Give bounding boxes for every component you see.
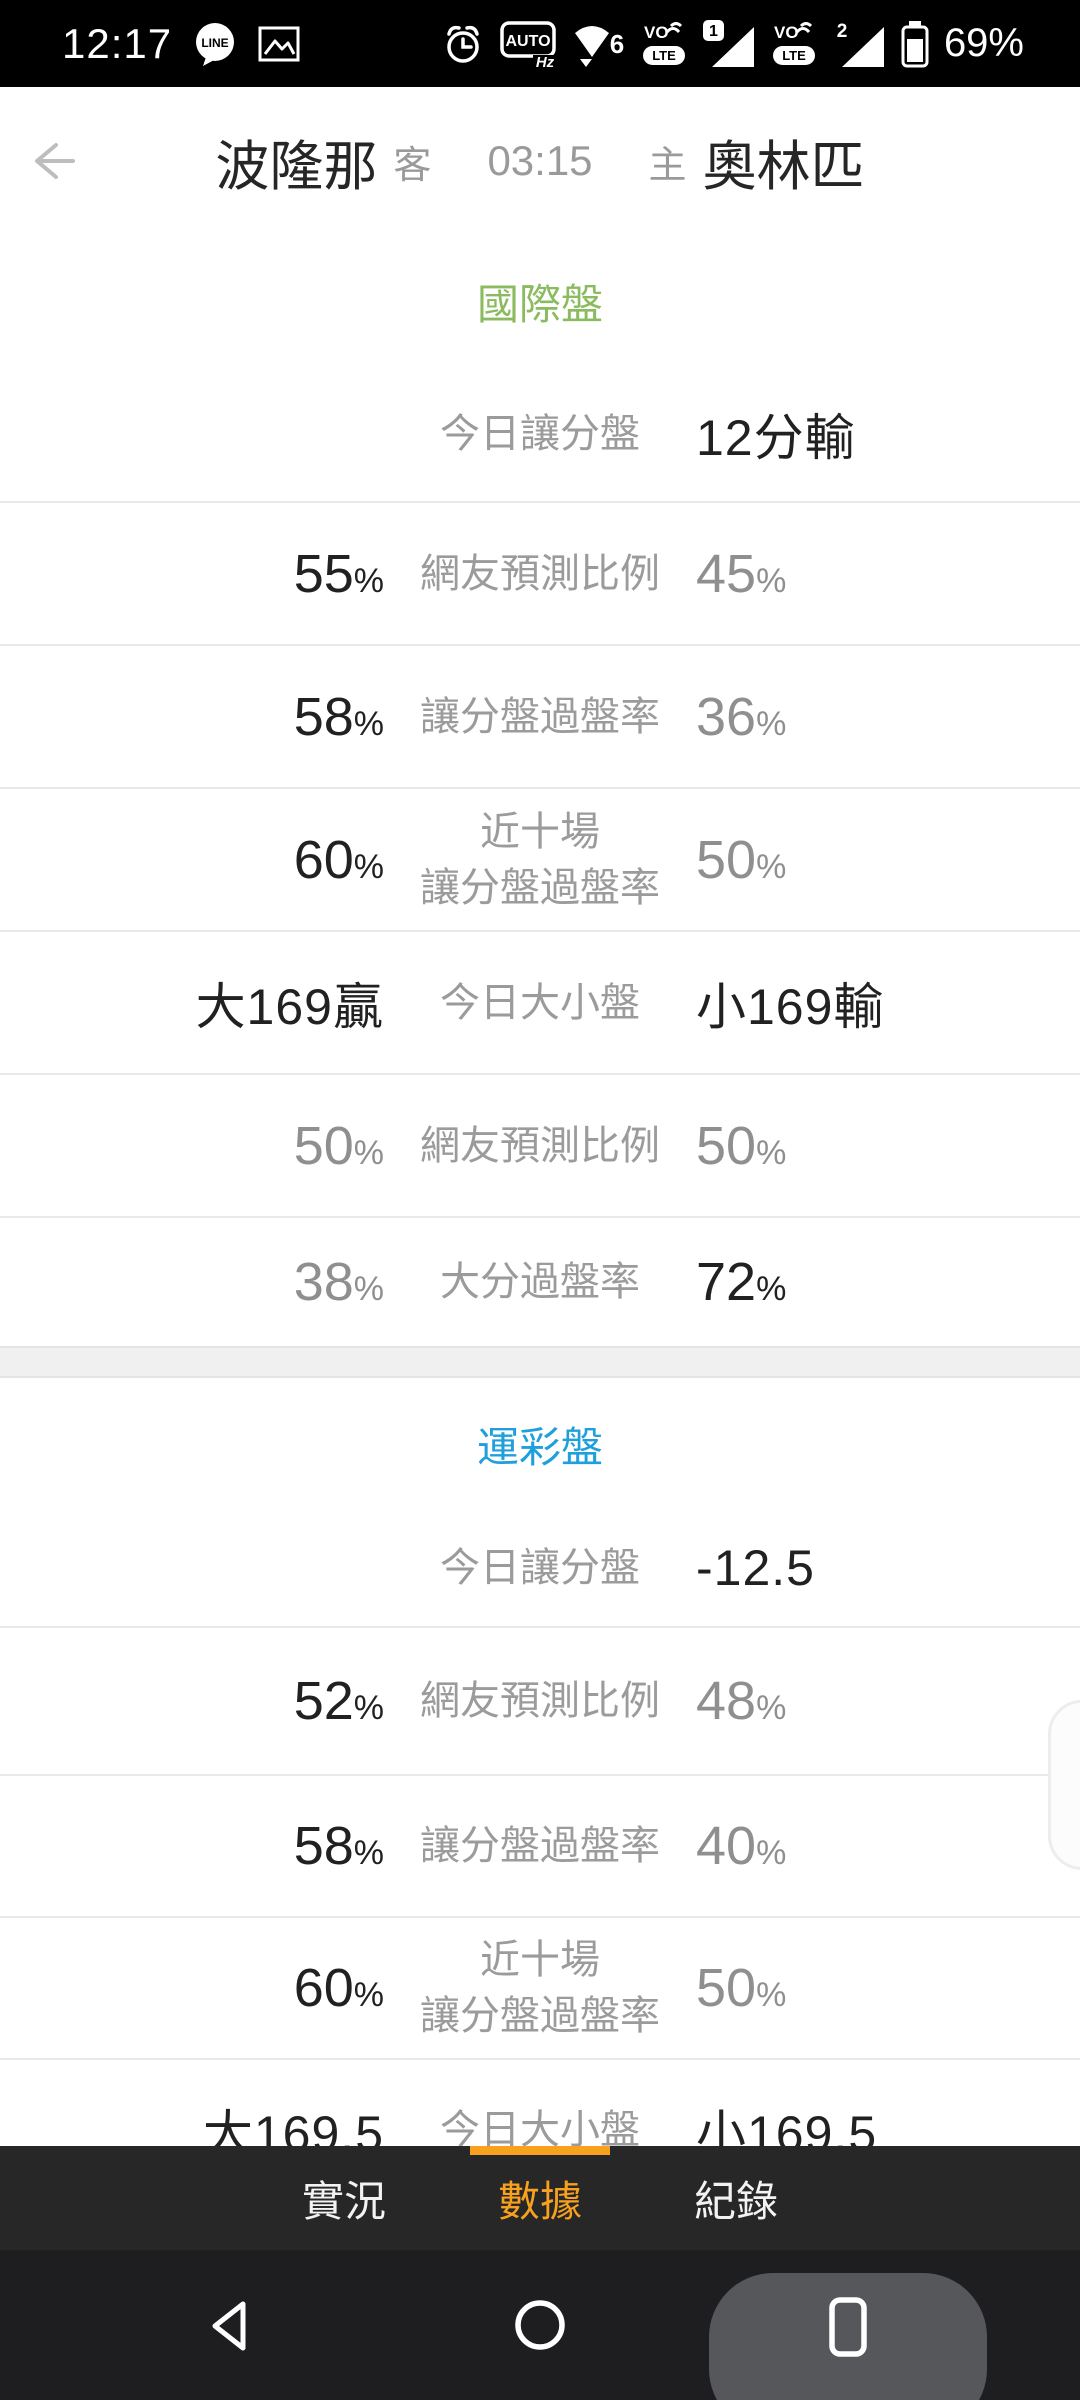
stat-row: 大169贏 今日大小盤 小169輸 [0, 932, 1080, 1075]
tab-records[interactable]: 紀錄 [693, 2177, 778, 2225]
home-stat-value: -12.5 [696, 1540, 815, 1596]
away-tag: 客 [393, 144, 432, 187]
home-stat-value: 12分輸 [696, 410, 856, 466]
svg-text:2: 2 [837, 21, 848, 42]
nav-back-icon[interactable] [203, 2297, 257, 2355]
stat-row: 38% 大分過盤率 72% [0, 1218, 1080, 1346]
signal-sim1-icon: 1 [702, 19, 754, 67]
nav-recents-icon [829, 2297, 867, 2357]
away-stat-value: 58% [293, 686, 384, 747]
stat-label: 網友預測比例 [420, 551, 660, 596]
stat-row: 今日讓分盤 12分輸 [0, 367, 1080, 503]
stat-label: 讓分盤過盤率 [420, 694, 660, 739]
battery-icon [901, 20, 929, 67]
home-stat-value: 72% [696, 1252, 787, 1312]
away-stat-value: 60% [293, 829, 384, 890]
svg-text:LTE: LTE [782, 48, 806, 63]
section-title-international: 國際盤 [476, 280, 603, 328]
match-title: 波隆那 客 03:15 主 奧林匹 [0, 122, 1080, 201]
stat-row: 60% 近十場 讓分盤過盤率 50% [0, 789, 1080, 932]
android-nav-bar [0, 2250, 1080, 2400]
away-stat-value: 52% [293, 1671, 384, 1731]
home-stat-value: 48% [696, 1671, 787, 1731]
tab-live[interactable]: 實況 [301, 2177, 386, 2225]
volte-icon-2: VO LTE [772, 21, 815, 65]
stat-label: 今日大小盤 [440, 2108, 640, 2146]
svg-text:Hz: Hz [536, 54, 555, 69]
away-stat-value: 60% [293, 1958, 384, 2018]
svg-text:VO: VO [774, 23, 799, 42]
home-stat-value: 45% [696, 543, 787, 604]
svg-text:AUTO: AUTO [505, 33, 550, 50]
wifi-6-icon: 6 [574, 25, 624, 67]
svg-text:1: 1 [709, 23, 718, 40]
home-team-name: 奧林匹 [702, 136, 865, 197]
bottom-tab-bar: 實況 數據 紀錄 [0, 2146, 1080, 2250]
svg-text:LTE: LTE [652, 48, 676, 63]
svg-text:LINE: LINE [201, 36, 228, 50]
stat-row: 60% 近十場 讓分盤過盤率 50% [0, 1918, 1080, 2060]
app-header: 波隆那 客 03:15 主 奧林匹 [0, 87, 1080, 235]
stat-label: 網友預測比例 [420, 1123, 660, 1168]
away-stat-value: 55% [293, 543, 384, 604]
stat-row: 50% 網友預測比例 50% [0, 1075, 1080, 1218]
home-stat-value: 小169輸 [696, 978, 885, 1035]
line-icon: LINE [196, 22, 235, 66]
signal-sim2-icon: 2 [837, 21, 884, 67]
home-stat-value: 50% [696, 829, 787, 890]
stat-row: 今日讓分盤 -12.5 [0, 1510, 1080, 1628]
home-stat-value: 小169.5 [696, 2106, 878, 2146]
section-divider [0, 1346, 1080, 1378]
status-time: 12:17 [62, 19, 173, 67]
away-stat-value: 50% [293, 1115, 384, 1176]
match-time: 03:15 [487, 137, 593, 184]
stat-label: 今日讓分盤 [440, 412, 640, 456]
battery-percent: 69% [943, 21, 1024, 65]
away-team-name: 波隆那 [215, 136, 378, 197]
stat-label: 網友預測比例 [420, 1679, 660, 1723]
volte-icon: VO LTE [642, 21, 685, 65]
scroll-indicator [1048, 1700, 1080, 1870]
svg-text:VO: VO [644, 23, 669, 42]
nav-home-icon[interactable] [512, 2297, 568, 2353]
back-button[interactable] [22, 129, 86, 193]
tab-data[interactable]: 數據 [497, 2177, 582, 2225]
home-tag: 主 [648, 144, 687, 187]
stat-row: 52% 網友預測比例 48% [0, 1628, 1080, 1776]
stat-label: 近十場 讓分盤過盤率 [420, 809, 660, 910]
away-stat-value: 大169贏 [195, 978, 384, 1035]
away-stat-value: 38% [293, 1252, 384, 1312]
stat-label: 近十場 讓分盤過盤率 [420, 1938, 660, 2038]
stat-label: 大分過盤率 [440, 1260, 640, 1304]
gallery-icon [258, 26, 300, 61]
alarm-icon [447, 25, 479, 63]
home-stat-value: 40% [696, 1816, 787, 1876]
back-arrow-icon [35, 143, 75, 179]
nav-recents-button[interactable] [709, 2273, 987, 2400]
away-stat-value: 58% [293, 1816, 384, 1876]
stat-row: 58% 讓分盤過盤率 36% [0, 646, 1080, 789]
home-stat-value: 50% [696, 1115, 787, 1176]
active-tab-indicator [470, 2146, 610, 2155]
auto-hz-icon: AUTO Hz [500, 20, 557, 69]
stat-row: 大169.5 今日大小盤 小169.5 [0, 2060, 1080, 2146]
stat-row: 55% 網友預測比例 45% [0, 503, 1080, 646]
status-right: AUTO Hz 6 VO LTE 1 VO [442, 19, 1024, 69]
svg-text:6: 6 [610, 29, 624, 59]
stat-row: 58% 讓分盤過盤率 40% [0, 1776, 1080, 1918]
status-bar: 12:17 LINE AUTO Hz [0, 0, 1080, 87]
content-scroll-area[interactable]: 國際盤 今日讓分盤 12分輸 55% 網友預測比例 45% 58% 讓分盤過盤率… [0, 235, 1080, 2146]
stat-label: 今日大小盤 [440, 980, 640, 1025]
stat-label: 讓分盤過盤率 [420, 1824, 660, 1868]
away-stat-value: 大169.5 [202, 2106, 384, 2146]
status-left: 12:17 LINE [62, 20, 300, 68]
home-stat-value: 50% [696, 1958, 787, 2018]
home-stat-value: 36% [696, 686, 787, 747]
section-title-lottery: 運彩盤 [476, 1423, 603, 1471]
stat-label: 今日讓分盤 [440, 1546, 640, 1590]
